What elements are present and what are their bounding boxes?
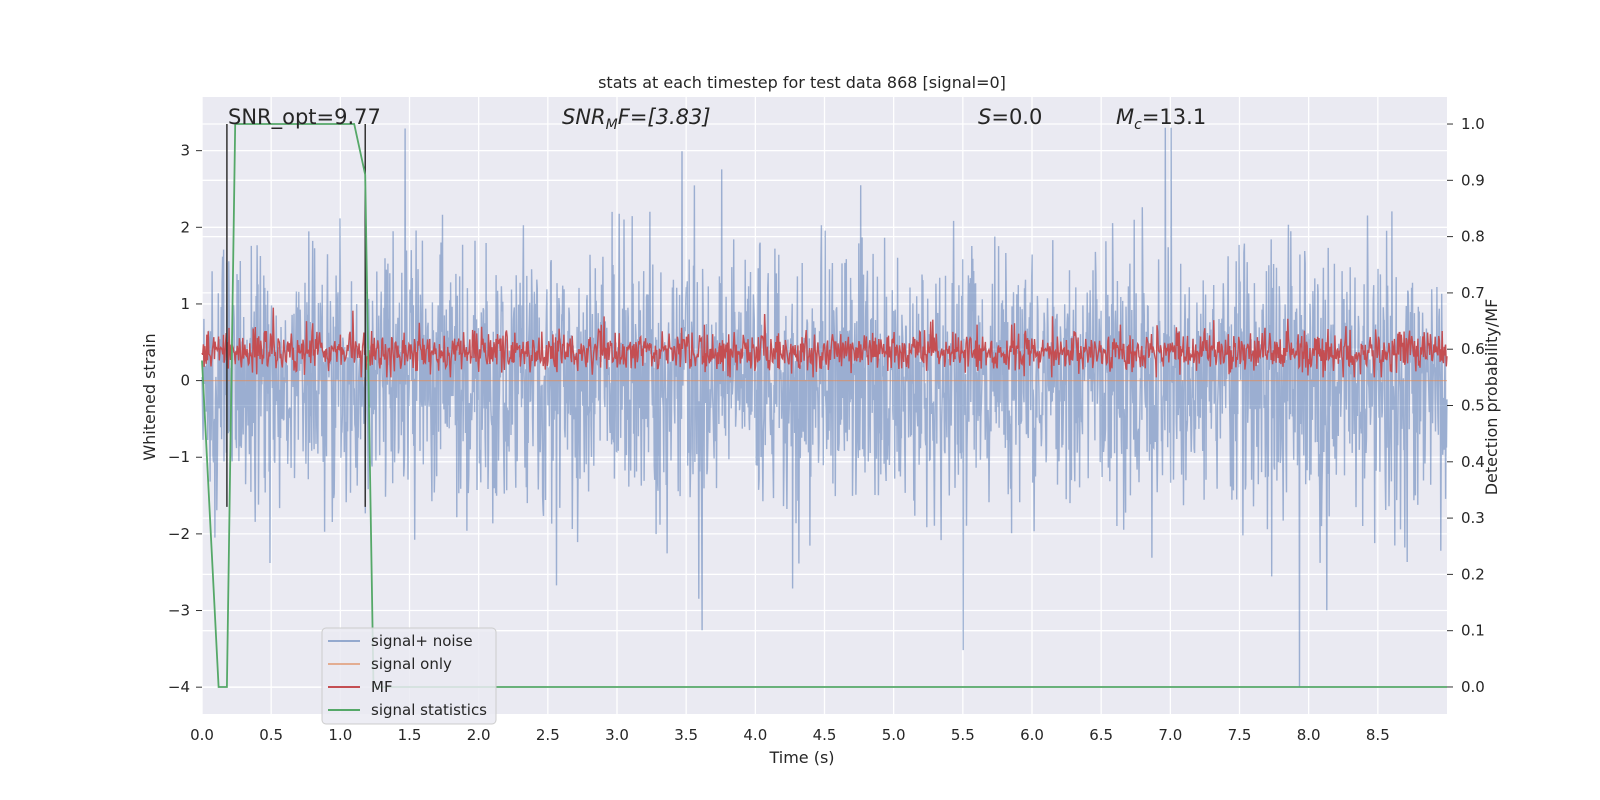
y-tick-label: 0: [180, 372, 190, 390]
legend-label-signal-plus-noise: signal+ noise: [371, 632, 473, 650]
y2-tick-label: 0.6: [1461, 340, 1485, 358]
legend-label-signal-only: signal only: [371, 655, 452, 673]
x-tick-label: 7.5: [1228, 726, 1252, 744]
x-axis-ticks: 0.0 0.5 1.0 1.5 2.0 2.5 3.0 3.5 4.0 4.5 5.0 5.5 6.0 6…: [190, 726, 1390, 744]
series-mf: [201, 307, 1448, 378]
annotation-mc: Mc=13.1: [1116, 105, 1206, 133]
series-signal-plus-noise: [201, 127, 1448, 688]
y2-tick-label: 0.5: [1461, 397, 1485, 415]
y2-axis-label: Detection probability/MF: [1482, 299, 1501, 496]
legend-label-signal-statistics: signal statistics: [371, 701, 487, 719]
annotation-s: S=0.0: [978, 105, 1042, 129]
y-tick-label: 1: [180, 295, 190, 313]
x-tick-label: 1.0: [328, 726, 352, 744]
annotation-snr-mf: SNRMF=[3.83]: [562, 105, 711, 133]
y2-tick-label: 0.9: [1461, 171, 1485, 189]
x-tick-label: 8.0: [1297, 726, 1321, 744]
legend: signal+ noise signal only MF signal stat…: [321, 627, 497, 725]
y2-tick-label: 0.0: [1461, 678, 1485, 696]
chart-title: stats at each timestep for test data 868…: [598, 73, 1006, 92]
y-tick-label: 2: [180, 218, 190, 236]
y2-tick-label: 0.3: [1461, 509, 1485, 527]
x-tick-label: 3.0: [605, 726, 629, 744]
x-tick-label: 5.5: [951, 726, 975, 744]
x-tick-label: 2.5: [536, 726, 560, 744]
x-tick-label: 4.0: [743, 726, 767, 744]
y-axis-label: Whitened strain: [140, 333, 159, 460]
y2-axis-ticks: 1.0 0.9 0.8 0.7 0.6 0.5 0.4 0.3 0.2 0.1 0.0: [1447, 115, 1485, 696]
x-tick-label: 2.0: [467, 726, 491, 744]
y2-tick-label: 0.2: [1461, 565, 1485, 583]
y-tick-label: −1: [168, 448, 190, 466]
x-tick-label: 6.0: [1020, 726, 1044, 744]
y-tick-label: −3: [168, 602, 190, 620]
x-tick-label: 1.5: [398, 726, 422, 744]
y2-tick-label: 1.0: [1461, 115, 1485, 133]
x-tick-label: 6.5: [1089, 726, 1113, 744]
y2-tick-label: 0.4: [1461, 453, 1485, 471]
y-tick-label: −2: [168, 525, 190, 543]
x-tick-label: 0.5: [259, 726, 283, 744]
series-line-mf: [201, 307, 1448, 378]
series-line-signal-plus-noise: [201, 127, 1448, 688]
y2-tick-label: 0.7: [1461, 284, 1485, 302]
x-tick-label: 0.0: [190, 726, 214, 744]
annotation-snr-opt: SNR_opt=9.77: [228, 105, 381, 130]
x-axis-label: Time (s): [768, 748, 834, 767]
x-tick-label: 5.0: [882, 726, 906, 744]
x-tick-label: 3.5: [674, 726, 698, 744]
x-tick-label: 4.5: [813, 726, 837, 744]
y2-tick-label: 0.1: [1461, 622, 1485, 640]
y2-tick-label: 0.8: [1461, 228, 1485, 246]
y-tick-label: 3: [180, 142, 190, 160]
y-axis-ticks: 3 2 1 0 −1 −2 −3 −4: [168, 142, 202, 696]
x-tick-label: 8.5: [1366, 726, 1390, 744]
x-tick-label: 7.0: [1158, 726, 1182, 744]
y-tick-label: −4: [168, 678, 190, 696]
legend-label-mf: MF: [371, 678, 393, 696]
legend-box: [321, 627, 497, 725]
